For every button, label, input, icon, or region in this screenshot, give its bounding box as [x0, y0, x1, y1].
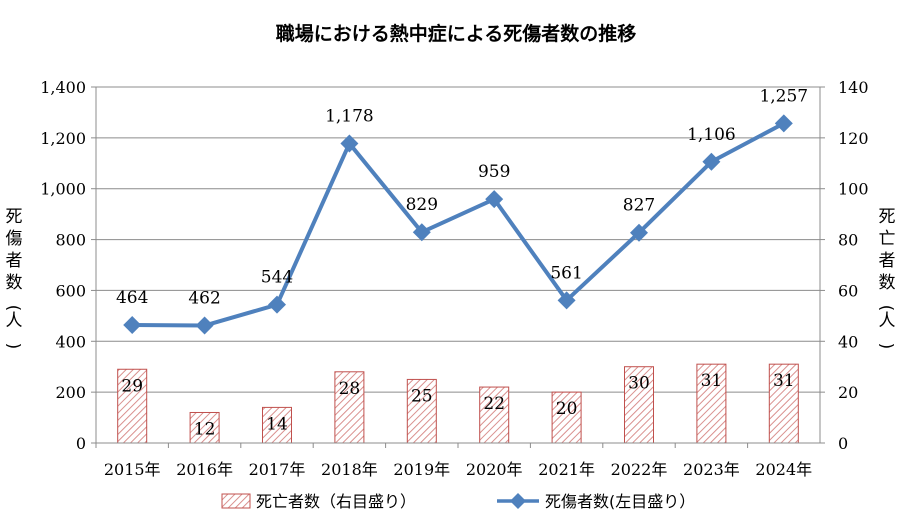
x-tick-label: 2015年 — [104, 460, 161, 479]
axis-title-char: ) — [876, 343, 896, 350]
y-right-tick-label: 120 — [838, 129, 869, 148]
x-tick-label: 2022年 — [611, 460, 668, 479]
y-left-tick-label: 1,200 — [40, 129, 86, 148]
y-right-tick-label: 20 — [838, 383, 858, 402]
y-right-tick-label: 100 — [838, 180, 869, 199]
line-marker — [630, 223, 648, 242]
y-left-tick-label: 200 — [55, 383, 86, 402]
x-tick-label: 2016年 — [176, 460, 233, 479]
bar-value-label: 20 — [556, 399, 578, 419]
line-marker — [123, 316, 142, 335]
x-tick-label: 2024年 — [755, 460, 812, 479]
line-value-label: 464 — [116, 288, 148, 308]
axis-title-char: ( — [876, 305, 896, 312]
axis-title-char: 人 — [879, 311, 896, 331]
line-marker — [485, 190, 504, 209]
line-marker — [702, 152, 721, 171]
bar-value-label: 12 — [194, 419, 216, 439]
axis-title-char: 数 — [879, 273, 896, 293]
line-marker — [557, 291, 576, 310]
x-tick-label: 2021年 — [538, 460, 595, 479]
y-axis-right-label: 死亡者数 (人) — [876, 207, 896, 349]
axis-title-char: 者 — [879, 251, 896, 271]
bar-value-label: 14 — [266, 414, 288, 434]
line-value-label: 561 — [550, 263, 582, 283]
chart-title: 職場における熱中症による死傷者数の推移 — [276, 22, 636, 45]
axis-title-char: 死 — [879, 207, 896, 227]
legend-bar-swatch — [221, 493, 251, 509]
axis-title-char: ( — [3, 305, 23, 312]
x-tick-label: 2019年 — [393, 460, 450, 479]
line-value-label: 829 — [406, 195, 438, 215]
bar-value-label: 31 — [773, 371, 795, 391]
line-value-label: 544 — [261, 268, 293, 288]
y-right-tick-label: 80 — [838, 231, 858, 250]
bar-series — [117, 363, 799, 444]
bar — [334, 371, 365, 444]
line-value-label: 827 — [623, 196, 655, 216]
x-tick-label: 2017年 — [249, 460, 306, 479]
bar — [189, 411, 220, 444]
bar-value-label: 25 — [411, 386, 433, 406]
legend-line-label: 死傷者数(左目盛り） — [545, 492, 695, 511]
bar — [551, 391, 582, 444]
y-left-tick-label: 400 — [55, 332, 86, 351]
y-right-tick-label: 40 — [838, 332, 858, 351]
line-marker — [340, 134, 359, 153]
x-tick-label: 2018年 — [321, 460, 378, 479]
line-marker — [412, 223, 431, 242]
y-left-tick-label: 600 — [55, 281, 86, 300]
y-right-tick-label: 0 — [838, 434, 848, 453]
axis-title-char: 傷 — [6, 229, 23, 249]
axis-title-char: 人 — [6, 311, 23, 331]
bar — [406, 378, 437, 444]
bar — [262, 406, 292, 444]
y-axis-left-label: 死傷者数 (人) — [3, 207, 23, 349]
bar-value-label: 28 — [339, 379, 361, 399]
y-left-tick-label: 800 — [55, 231, 86, 250]
bar — [768, 363, 799, 444]
bar-value-label: 29 — [121, 376, 143, 396]
y-left-tick-label: 1,000 — [40, 180, 86, 199]
line-value-label: 1,257 — [759, 86, 808, 106]
line-value-label: 959 — [478, 162, 510, 182]
y-left-tick-label: 1,400 — [40, 78, 86, 97]
axis-title-char: 数 — [6, 273, 23, 293]
x-tick-label: 2020年 — [466, 460, 523, 479]
y-right-tick-label: 140 — [838, 78, 869, 97]
line-value-label: 1,178 — [325, 106, 374, 126]
line-value-label: 1,106 — [687, 125, 736, 145]
bar — [479, 386, 510, 444]
line-marker — [268, 295, 286, 314]
y-right-tick-label: 60 — [838, 281, 858, 300]
line-path — [132, 121, 785, 328]
axis-title-char: 死 — [6, 207, 23, 227]
axis-title-char: 亡 — [879, 229, 896, 249]
line-value-label: 462 — [188, 289, 220, 309]
bar-value-label: 30 — [628, 374, 650, 394]
legend-line-marker — [510, 493, 526, 509]
bar-value-label: 22 — [483, 394, 505, 414]
data-labels: 29 12 14 28 25 22 20 30 31 31 464 462 544 1,178 829 959… — [116, 86, 808, 439]
axis-title-char: ) — [3, 343, 23, 350]
y-left-tick-label: 0 — [76, 434, 86, 453]
x-tick-label: 2023年 — [683, 460, 740, 479]
legend: 死亡者数（右目盛り） 死傷者数(左目盛り） — [221, 492, 695, 511]
bar — [624, 366, 654, 444]
line-marker — [774, 114, 793, 133]
line-marker — [195, 316, 214, 335]
axes: 0 200 400 600 800 1,000 1,200 1,400 0 20 40 60 80 100… — [40, 78, 868, 479]
axis-title-char: 者 — [6, 251, 23, 271]
bar-value-label: 31 — [701, 371, 723, 391]
line-series — [123, 114, 793, 335]
legend-bar-label: 死亡者数（右目盛り） — [256, 492, 416, 511]
